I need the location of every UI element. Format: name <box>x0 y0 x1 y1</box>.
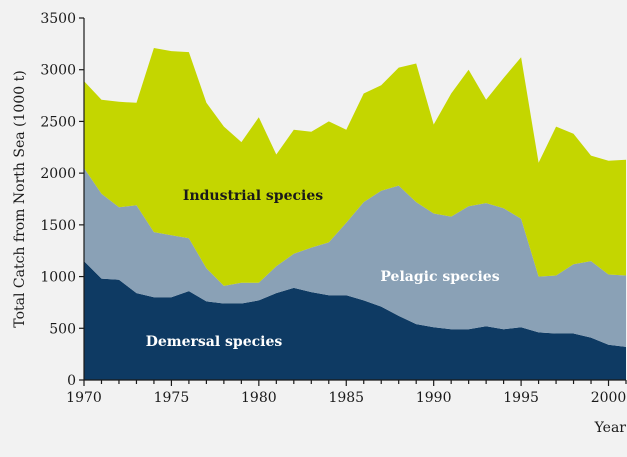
y-tick-label: 1000 <box>40 270 76 286</box>
demersal-species-label: Demersal species <box>146 334 283 350</box>
x-tick-label: 1980 <box>241 390 277 406</box>
demersal-species-area <box>84 261 626 380</box>
y-tick-label: 1500 <box>40 218 76 234</box>
y-tick-label: 2500 <box>40 114 76 130</box>
y-axis-title: Total Catch from North Sea (1000 t) <box>12 70 28 327</box>
y-tick-label: 3500 <box>40 11 76 27</box>
pelagic-species-area <box>84 168 626 347</box>
pelagic-species-label: Pelagic species <box>380 269 499 285</box>
x-tick-label: 1975 <box>154 390 190 406</box>
y-tick-label: 3000 <box>40 63 76 79</box>
industrial-species-label: Industrial species <box>183 188 323 204</box>
y-axis-ticks: 0 500 1000 1500 2000 2500 3000 3500 <box>40 11 84 389</box>
y-tick-label: 500 <box>49 321 76 337</box>
y-tick-label: 0 <box>67 373 76 389</box>
x-tick-label: 1970 <box>66 390 102 406</box>
x-tick-label: 1985 <box>328 390 364 406</box>
x-axis-title: Year <box>594 420 627 436</box>
x-tick-label: 1990 <box>416 390 452 406</box>
x-axis-ticks: 1970 1975 1980 1985 1990 1995 2000 <box>66 380 627 406</box>
x-tick-label: 1995 <box>503 390 539 406</box>
area-series-group <box>84 48 626 380</box>
industrial-species-area <box>84 48 626 286</box>
x-tick-label: 2000 <box>591 390 627 406</box>
y-tick-label: 2000 <box>40 166 76 182</box>
